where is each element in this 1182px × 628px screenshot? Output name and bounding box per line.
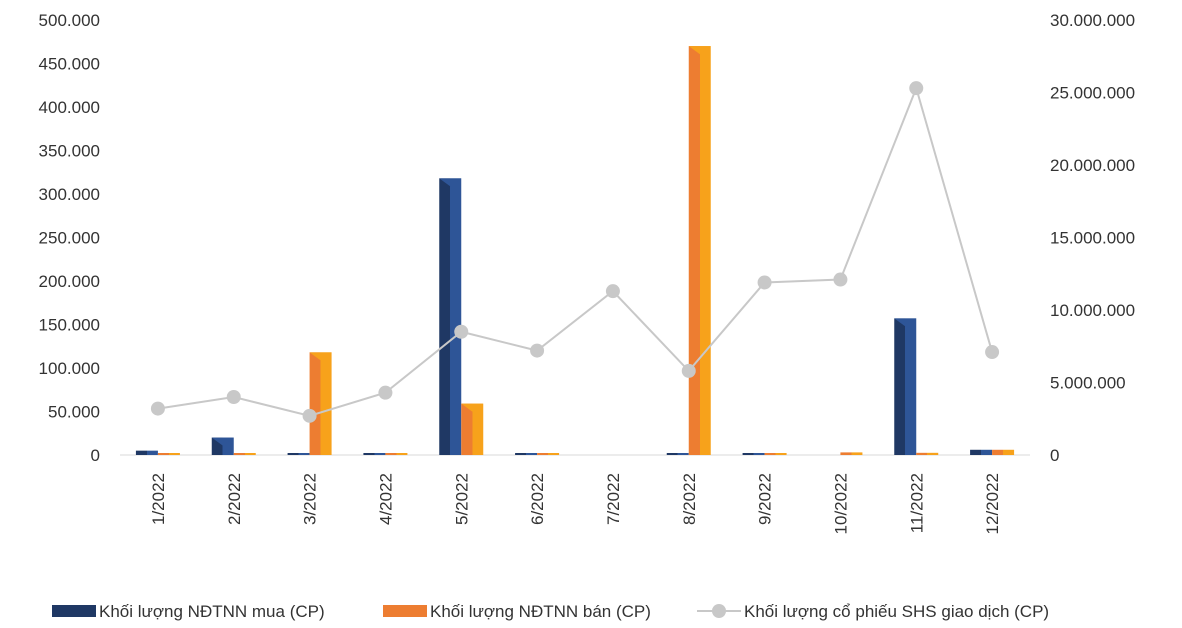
line-series-point bbox=[757, 275, 772, 290]
line-series-point bbox=[985, 345, 1000, 360]
bars-group bbox=[135, 46, 1015, 455]
left-tick-label: 200.000 bbox=[39, 272, 100, 291]
buy-bar bbox=[211, 437, 234, 455]
left-tick-label: 300.000 bbox=[39, 185, 100, 204]
left-tick-label: 450.000 bbox=[39, 55, 100, 74]
line-series-point bbox=[150, 401, 165, 416]
legend-swatch-buy bbox=[52, 605, 96, 617]
buy-bar bbox=[970, 449, 993, 455]
line-series-path bbox=[157, 85, 994, 417]
right-tick-label: 5.000.000 bbox=[1050, 374, 1126, 393]
sell-bar bbox=[916, 452, 939, 455]
buy-bar bbox=[515, 453, 538, 455]
legend-label-line: Khối lượng cổ phiếu SHS giao dịch (CP) bbox=[744, 602, 1049, 621]
x-tick-label: 2/2022 bbox=[225, 473, 244, 525]
legend-swatch-point bbox=[712, 604, 726, 618]
buy-bar-cap bbox=[894, 318, 917, 327]
x-tick-label: 11/2022 bbox=[907, 473, 926, 533]
x-tick-label: 5/2022 bbox=[452, 473, 471, 525]
left-tick-label: 350.000 bbox=[39, 142, 100, 161]
sell-bar bbox=[537, 453, 560, 455]
left-y-axis: 0 50.000 100.000 150.000 200.000 250.000 300.0… bbox=[39, 11, 100, 465]
buy-bar bbox=[135, 450, 158, 455]
x-tick-label: 12/2022 bbox=[983, 473, 1002, 534]
sell-bar-cap bbox=[309, 352, 332, 361]
x-tick-label: 7/2022 bbox=[604, 473, 623, 525]
buy-bar-cap bbox=[211, 437, 234, 446]
buy-bar bbox=[439, 178, 462, 455]
left-tick-label: 250.000 bbox=[39, 229, 100, 248]
sell-bar-cap bbox=[688, 46, 711, 55]
right-tick-label: 0 bbox=[1050, 446, 1059, 465]
sell-bar bbox=[461, 403, 484, 455]
sell-bar bbox=[840, 452, 863, 455]
buy-bar bbox=[666, 453, 689, 455]
x-tick-label: 1/2022 bbox=[149, 473, 168, 525]
line-series-point bbox=[454, 324, 469, 339]
line-series-point bbox=[833, 272, 848, 287]
left-tick-label: 400.000 bbox=[39, 98, 100, 117]
legend-swatch-sell bbox=[383, 605, 427, 617]
legend: Khối lượng NĐTNN mua (CP) Khối lượng NĐTN… bbox=[52, 602, 1049, 621]
legend-label-buy: Khối lượng NĐTNN mua (CP) bbox=[99, 602, 325, 621]
x-tick-label: 8/2022 bbox=[680, 473, 699, 525]
sell-bar bbox=[309, 352, 332, 455]
x-tick-label: 6/2022 bbox=[528, 473, 547, 525]
x-axis: 1/2022 2/2022 3/2022 4/2022 5/2022 6/2022 7/20… bbox=[149, 473, 1002, 534]
legend-label-sell: Khối lượng NĐTNN bán (CP) bbox=[430, 602, 651, 621]
x-tick-label: 4/2022 bbox=[376, 473, 395, 525]
line-series-point bbox=[226, 390, 241, 404]
buy-bar-cap bbox=[439, 178, 462, 187]
right-tick-label: 25.000.000 bbox=[1050, 84, 1135, 103]
x-tick-label: 3/2022 bbox=[301, 473, 320, 525]
left-tick-label: 0 bbox=[91, 446, 100, 465]
sell-bar bbox=[764, 453, 787, 455]
sell-bar bbox=[157, 453, 180, 455]
sell-bar bbox=[385, 453, 408, 455]
right-tick-label: 20.000.000 bbox=[1050, 156, 1135, 175]
line-series-point bbox=[530, 343, 545, 358]
left-tick-label: 500.000 bbox=[39, 11, 100, 30]
left-tick-label: 50.000 bbox=[48, 403, 100, 422]
buy-bar bbox=[363, 453, 386, 455]
x-tick-label: 10/2022 bbox=[831, 473, 850, 534]
sell-bar bbox=[688, 46, 711, 455]
sell-bar bbox=[992, 449, 1015, 455]
sell-bar bbox=[233, 453, 256, 455]
right-tick-label: 15.000.000 bbox=[1050, 229, 1135, 248]
left-tick-label: 100.000 bbox=[39, 359, 100, 378]
line-series-point bbox=[378, 385, 393, 400]
buy-bar bbox=[894, 318, 917, 455]
x-tick-label: 9/2022 bbox=[756, 473, 775, 525]
right-tick-label: 10.000.000 bbox=[1050, 301, 1135, 320]
left-tick-label: 150.000 bbox=[39, 316, 100, 335]
right-tick-label: 30.000.000 bbox=[1050, 11, 1135, 30]
buy-bar bbox=[287, 453, 310, 455]
buy-bar bbox=[742, 453, 765, 455]
line-series-group bbox=[150, 81, 1000, 423]
line-series-point bbox=[605, 284, 620, 299]
line-series-point bbox=[681, 363, 696, 378]
line-series-point bbox=[909, 81, 924, 96]
right-y-axis: 0 5.000.000 10.000.000 15.000.000 20.000.000… bbox=[1050, 11, 1135, 465]
sell-bar-cap bbox=[461, 403, 484, 412]
line-series-point bbox=[302, 408, 317, 423]
